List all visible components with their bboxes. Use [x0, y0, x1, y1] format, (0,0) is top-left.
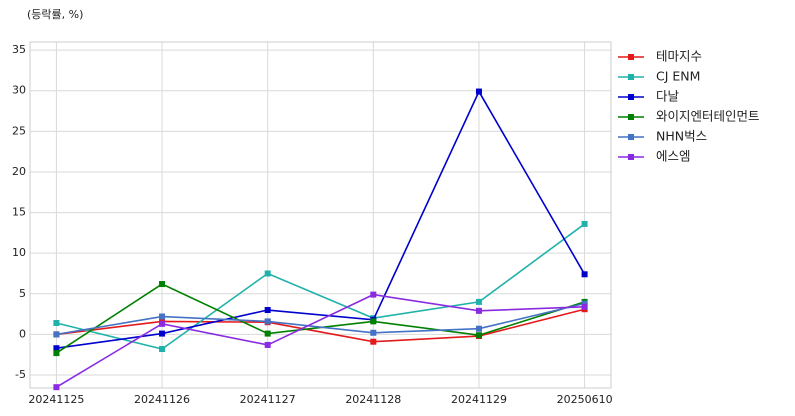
legend-marker — [628, 134, 634, 140]
point-marker — [581, 303, 588, 310]
point-marker — [159, 320, 166, 327]
point-marker — [475, 325, 482, 332]
y-tick-label: 25 — [12, 124, 26, 137]
point-marker — [53, 331, 60, 338]
legend-label: 다날 — [656, 89, 680, 104]
x-tick-label: 20241126 — [134, 393, 190, 406]
legend-marker — [628, 154, 634, 160]
point-marker — [370, 329, 377, 336]
point-marker — [581, 271, 588, 278]
series-line — [55, 293, 585, 388]
point-marker — [53, 320, 60, 327]
point-marker — [159, 281, 166, 288]
y-tick-label: 20 — [12, 165, 26, 178]
x-tick-label: 20241129 — [451, 393, 507, 406]
plot-frame — [29, 41, 612, 389]
legend-label: CJ ENM — [656, 69, 700, 84]
point-marker — [53, 345, 60, 352]
point-marker — [264, 307, 271, 314]
y-tick-label: 15 — [12, 206, 26, 219]
point-marker — [264, 330, 271, 337]
point-marker — [159, 313, 166, 320]
point-marker — [159, 330, 166, 337]
point-marker — [581, 300, 588, 307]
legend-marker — [628, 94, 634, 100]
legend-marker — [628, 54, 634, 60]
point-marker — [475, 307, 482, 314]
series-line — [56, 89, 586, 349]
series-line — [56, 308, 585, 343]
point-marker — [475, 332, 482, 339]
legend-label: 에스엠 — [656, 149, 691, 164]
series-line — [56, 223, 586, 350]
legend-label: NHN벅스 — [656, 129, 707, 144]
x-tick-label: 20241125 — [28, 393, 84, 406]
legend-marker — [628, 74, 634, 80]
series-line — [56, 302, 585, 336]
y-tick-label: 35 — [12, 43, 26, 56]
y-axis-label: (등락률, %) — [27, 8, 83, 21]
point-marker — [370, 318, 377, 325]
x-tick-label: 20250610 — [557, 393, 613, 406]
point-marker — [581, 220, 588, 227]
point-marker — [475, 88, 482, 95]
x-tick-label: 20241127 — [240, 393, 296, 406]
point-marker — [53, 384, 60, 391]
y-tick-label: 10 — [12, 246, 26, 259]
point-marker — [264, 270, 271, 277]
point-marker — [159, 346, 166, 353]
y-tick-label: -5 — [15, 368, 26, 381]
point-marker — [370, 291, 377, 298]
point-marker — [370, 338, 377, 345]
legend-label: 와이지엔터테인먼트 — [656, 109, 760, 124]
y-tick-label: 0 — [19, 327, 26, 340]
point-marker — [475, 298, 482, 305]
legend-label: 테마지수 — [656, 49, 702, 64]
x-tick-label: 20241128 — [345, 393, 401, 406]
point-marker — [53, 350, 60, 357]
legend-marker — [628, 114, 634, 120]
point-marker — [264, 341, 271, 348]
y-tick-label: 30 — [12, 84, 26, 97]
y-tick-label: 5 — [19, 287, 26, 300]
point-marker — [264, 318, 271, 325]
